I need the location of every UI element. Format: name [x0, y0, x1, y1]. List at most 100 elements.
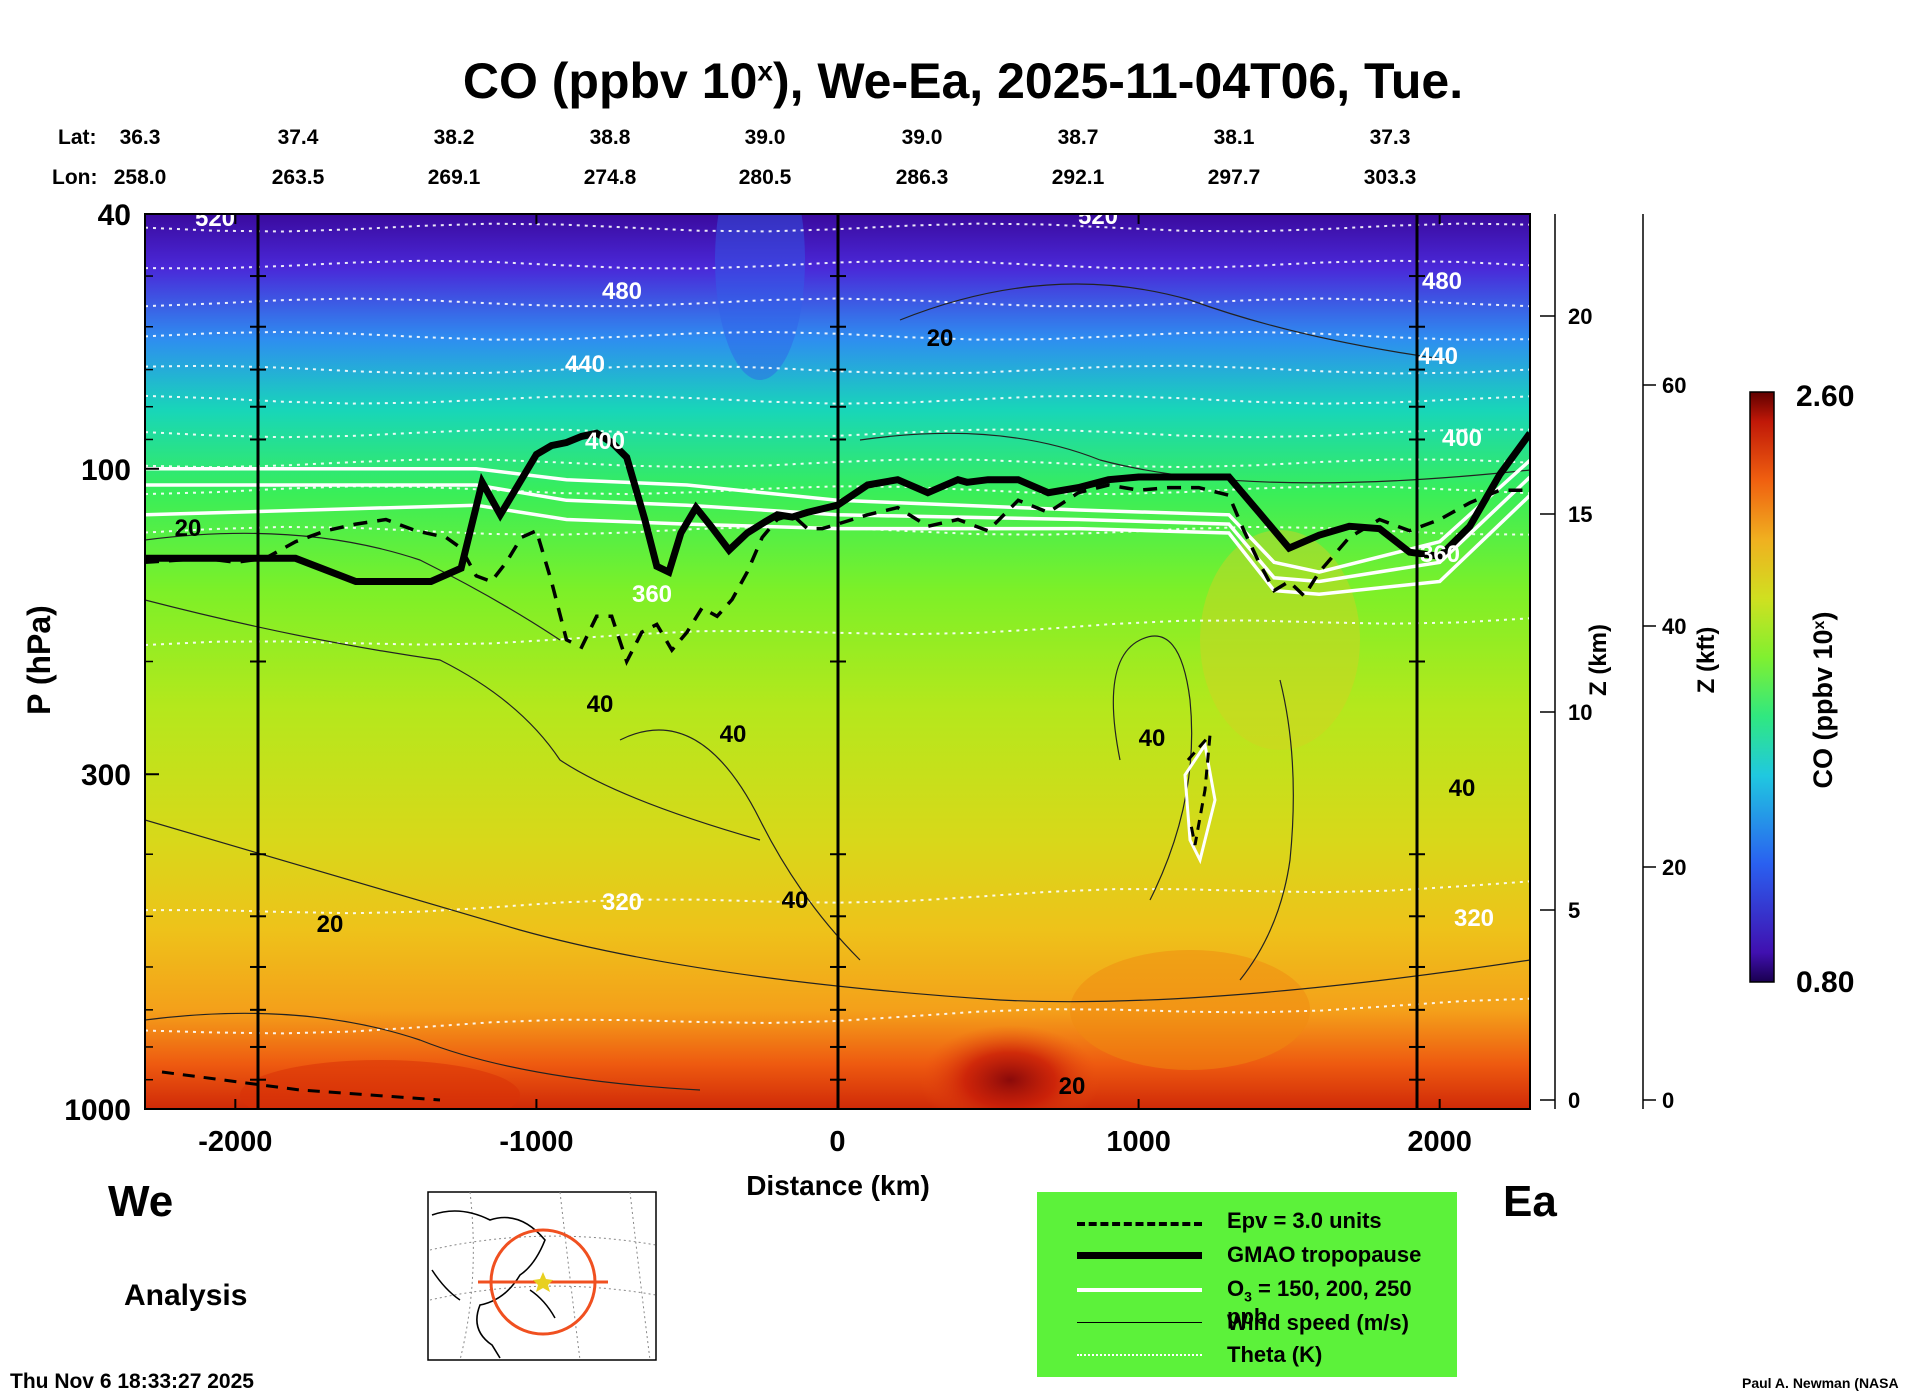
lat-value: 37.3: [1369, 126, 1411, 149]
contour-label: 360: [1420, 541, 1460, 568]
contour-label: 20: [317, 911, 344, 938]
ozone-contour: [145, 475, 1530, 584]
contour-label: 520: [1078, 203, 1118, 230]
z-km-tick-label: 0: [1568, 1088, 1580, 1113]
lon-value: 292.1: [1051, 166, 1105, 189]
lat-value: 38.7: [1057, 126, 1099, 149]
ozone-contour: [145, 494, 1530, 596]
legend-box: Epv = 3.0 units GMAO tropopause O3 = 150…: [1037, 1192, 1457, 1377]
theta-contour: [145, 394, 1530, 405]
lat-value: 38.2: [433, 126, 475, 149]
ozone-contour-filament: [1183, 741, 1217, 865]
contour-label: 20: [1059, 1073, 1086, 1100]
contour-label: 440: [1418, 343, 1458, 370]
y-tick-label: 1000: [64, 1094, 131, 1127]
x-tick-label: -2000: [198, 1126, 272, 1158]
lon-value: 263.5: [271, 166, 325, 189]
chart-title: CO (ppbv 10x), We-Ea, 2025-11-04T06, Tue…: [462, 53, 1464, 109]
legend-wind: Wind speed (m/s): [1227, 1310, 1409, 1335]
colorbar-min: 0.80: [1796, 966, 1854, 999]
y-tick-label: 300: [81, 759, 131, 792]
z-kft-tick-label: 40: [1662, 614, 1686, 639]
wind-speed-contour: [1239, 679, 1294, 981]
x-axis-title: Distance (km): [746, 1170, 930, 1201]
lon-value: 274.8: [583, 166, 637, 189]
contour-label: 400: [1442, 425, 1482, 452]
overlay-lines: 520 520 480 480 440 440 400 400 360 360 320 320 20 20…: [145, 203, 1530, 1102]
contour-label: 480: [602, 278, 642, 305]
legend-tropopause: GMAO tropopause: [1227, 1242, 1422, 1267]
wind-speed-contour: [145, 532, 561, 641]
x-tick-label: 2000: [1407, 1126, 1472, 1158]
x-tick-label: 1000: [1106, 1126, 1171, 1158]
east-label: Ea: [1503, 1177, 1557, 1226]
contour-label: 440: [565, 351, 605, 378]
contour-label: 40: [1449, 775, 1476, 802]
theta-contour: [145, 330, 1530, 341]
legend-swatch-theta: [1077, 1354, 1202, 1356]
lon-label: Lon:: [52, 166, 98, 189]
epv-filament: [1186, 730, 1212, 846]
lon-value: 303.3: [1363, 166, 1417, 189]
contour-label: 480: [1422, 268, 1462, 295]
theta-contour: [145, 222, 1530, 233]
legend-swatch-wind: [1077, 1322, 1202, 1323]
theta-contour: [145, 458, 1530, 469]
contour-label: 520: [195, 205, 235, 232]
contour-label: 40: [782, 887, 809, 914]
ozone-contour: [145, 459, 1530, 574]
lat-value: 36.3: [119, 126, 161, 149]
analysis-label: Analysis: [124, 1279, 247, 1312]
z-kft-tick-label: 20: [1662, 855, 1686, 880]
contour-label: 40: [720, 721, 747, 748]
legend-epv: Epv = 3.0 units: [1227, 1208, 1382, 1233]
west-label: We: [108, 1177, 173, 1226]
z-kft-tick-label: 60: [1662, 373, 1686, 398]
z-km-tick-label: 5: [1568, 898, 1580, 923]
lon-value: 269.1: [427, 166, 481, 189]
lon-value: 258.0: [113, 166, 167, 189]
legend-swatch-ozone: [1077, 1288, 1202, 1292]
colorbar-title: CO (ppbv 10x): [1808, 612, 1838, 789]
contour-label: 20: [927, 325, 954, 352]
y-tick-label: 40: [98, 199, 131, 232]
theta-contour: [145, 525, 1530, 536]
theta-contour: [145, 364, 1530, 375]
wind-speed-contour: [899, 283, 1451, 361]
wind-speed-contour: [145, 819, 1530, 1003]
wind-speed-contour: [145, 1012, 701, 1091]
lat-label: Lat:: [58, 126, 97, 149]
lat-value: 37.4: [277, 126, 319, 149]
contour-label: 400: [585, 428, 625, 455]
z-km-axis-title: Z (km): [1585, 624, 1612, 696]
contour-label: 320: [1454, 905, 1494, 932]
legend-theta: Theta (K): [1227, 1342, 1323, 1367]
lat-value: 39.0: [744, 126, 786, 149]
wind-speed-contour: [1112, 635, 1193, 901]
x-tick-label: -1000: [499, 1126, 573, 1158]
tropopause-line: [145, 429, 1530, 585]
wind-speed-contour: [145, 599, 761, 841]
lat-value: 39.0: [901, 126, 943, 149]
contour-label: 40: [587, 691, 614, 718]
timestamp: Thu Nov 6 18:33:27 2025: [10, 1370, 254, 1393]
z-km-tick-label: 15: [1568, 502, 1592, 527]
contour-label: 320: [602, 889, 642, 916]
legend-swatch-epv: [1077, 1222, 1202, 1226]
y-tick-label: 100: [81, 454, 131, 487]
axes: -2000 -1000 0 1000 2000 40 100 300 1000 0 5 10 15 20 0…: [64, 199, 1686, 1158]
wind-speed-contour: [619, 729, 861, 961]
lat-value: 38.1: [1213, 126, 1255, 149]
theta-contour: [145, 297, 1530, 308]
legend-swatch-tropopause: [1077, 1252, 1202, 1259]
wind-speed-contour: [859, 432, 1530, 484]
legend-ozone: O3 = 150, 200, 250 ppb: [1227, 1276, 1412, 1330]
theta-contour: [145, 259, 1530, 270]
theta-contour: [145, 485, 1530, 496]
epv-surface: [161, 1070, 441, 1102]
z-kft-axis-title: Z (kft): [1693, 627, 1720, 694]
z-kft-tick-label: 0: [1662, 1088, 1674, 1113]
inset-map: [427, 1191, 657, 1361]
co-field-features: [240, 214, 1360, 1109]
